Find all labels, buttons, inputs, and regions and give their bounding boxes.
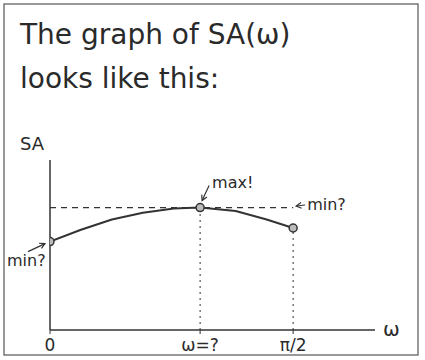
x-axis	[50, 329, 375, 331]
annotation-arrow	[202, 186, 209, 201]
annotation-arrowhead	[296, 203, 302, 209]
annotation-arrowhead	[39, 243, 45, 248]
x-tick	[293, 330, 294, 334]
x-tick	[200, 330, 201, 334]
frame	[4, 4, 418, 355]
annotation-arrowhead	[202, 195, 207, 201]
x-tick-label: ω=?	[181, 335, 219, 355]
curve	[50, 208, 293, 242]
annotation-label: min?	[7, 251, 46, 270]
chart: The graph of SA(ω) looks like this: SA ω 0 ω=…	[0, 0, 425, 360]
x-axis-title: ω	[383, 317, 400, 341]
annotation-point	[289, 224, 297, 232]
x-reference-line	[293, 228, 294, 330]
x-tick	[50, 330, 51, 334]
title-line: looks like this:	[20, 62, 219, 95]
title-line: The graph of SA(ω)	[19, 18, 290, 51]
data-group	[50, 204, 297, 246]
x-reference-line	[200, 208, 201, 330]
annotation-label: min?	[307, 195, 346, 214]
y-axis-title: SA	[20, 133, 45, 154]
title: The graph of SA(ω) looks like this:	[19, 18, 290, 95]
annotation-point	[196, 204, 204, 212]
annotation-point	[50, 238, 54, 246]
annotation-label: max!	[212, 173, 253, 192]
x-tick-label: π/2	[280, 335, 307, 355]
x-tick-label: 0	[45, 335, 56, 355]
